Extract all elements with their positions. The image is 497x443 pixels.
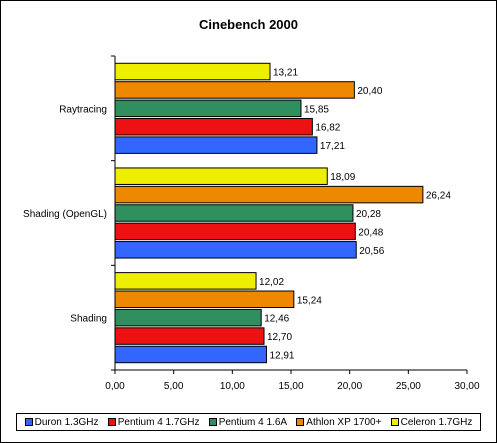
category-label: Raytracing [59,104,107,115]
data-label: 16,82 [315,123,340,134]
bar [114,241,357,259]
x-tick-label: 25,00 [396,381,421,392]
legend-label: Duron 1.3GHz [34,416,99,428]
bar [114,117,313,136]
data-label: 20,56 [359,246,384,257]
bar [114,308,262,327]
data-label: 15,24 [297,295,322,306]
data-label: 17,21 [320,141,345,152]
data-label: 26,24 [426,191,451,202]
legend-swatch [24,418,33,426]
bar [114,136,318,154]
x-tick-label: 20,00 [337,381,362,392]
legend-swatch [208,418,217,426]
bar [114,327,265,345]
data-label: 12,70 [267,332,292,343]
x-tick-label: 5,00 [164,381,184,392]
bar [114,167,328,185]
legend-label: Pentium 4 1.7GHz [117,416,200,428]
legend-item: Pentium 4 1.6A [208,416,288,428]
data-label: 20,40 [357,86,382,97]
legend-item: Athlon XP 1700+ [296,417,381,428]
bar [114,204,354,222]
data-label: 15,85 [304,104,329,115]
data-label: 12,46 [264,314,289,325]
bar [114,99,302,118]
legend-item: Celeron 1.7GHz [390,416,473,428]
category-label: Shading (OpenGL) [23,209,107,220]
x-tick-label: 30,00 [454,381,479,392]
data-label: 13,21 [273,68,298,79]
bar [114,345,267,364]
legend-swatch [390,418,399,426]
legend-swatch [107,418,116,426]
legend-swatch [296,418,305,426]
category-label: Shading [70,314,107,325]
bar [114,185,424,204]
legend-item: Duron 1.3GHz [24,416,99,428]
x-tick-label: 0,00 [105,381,125,392]
data-label: 18,09 [330,172,355,183]
x-tick-label: 10,00 [220,381,245,392]
bar [114,81,355,99]
chart-title: Cinebench 2000 [199,17,298,32]
legend-label: Celeron 1.7GHz [400,416,473,428]
data-label: 20,48 [358,227,383,238]
data-label: 12,91 [269,350,294,361]
x-tick-label: 15,00 [278,381,303,392]
legend-label: Athlon XP 1700+ [306,416,382,428]
legend-item: Pentium 4 1.7GHz [107,416,200,428]
bar [114,222,356,241]
bar [114,290,295,309]
chart-legend: Duron 1.3GHz Pentium 4 1.7GHz Pentium 4 1.… [16,413,481,431]
bar [114,62,271,81]
data-label: 12,02 [259,277,284,288]
bar [114,272,257,290]
data-label: 20,28 [356,209,381,220]
legend-label: Pentium 4 1.6A [218,416,288,428]
